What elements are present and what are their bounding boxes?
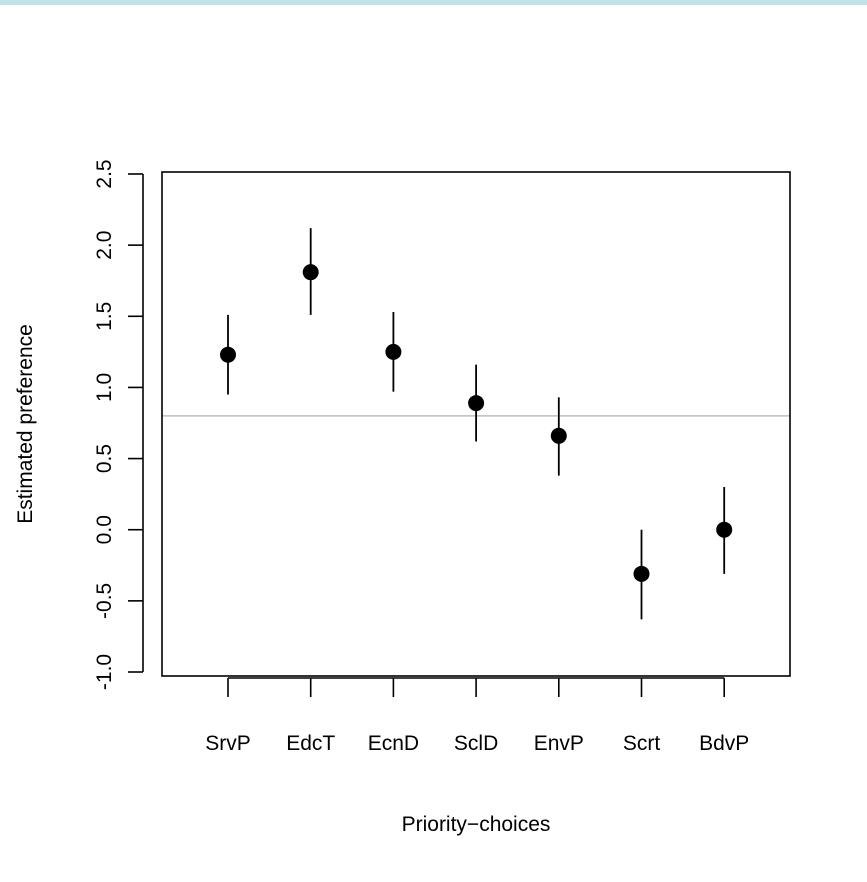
- data-point-SrvP: [220, 346, 236, 363]
- y-tick-label: 1.5: [93, 302, 116, 331]
- data-point-Scrt: [633, 565, 650, 582]
- top-accent-bar: [0, 0, 867, 5]
- chart-marks: [162, 228, 790, 620]
- data-point-EdcT: [302, 264, 319, 281]
- data-point-SclD: [468, 395, 485, 412]
- data-point-EcnD: [385, 343, 402, 360]
- y-tick-label: 0.0: [93, 515, 116, 544]
- x-tick-label: SrvP: [205, 732, 251, 755]
- y-tick-label: -1.0: [93, 654, 116, 690]
- y-axis: -1.0 -0.5 0.0 0.5 1.0 1.5 2.0 2.5: [93, 159, 144, 690]
- y-tick-label: 1.0: [93, 373, 116, 402]
- y-axis-title: Estimated preference: [14, 324, 37, 524]
- y-tick-label: 2.0: [93, 231, 116, 260]
- x-tick-label: EnvP: [534, 732, 584, 755]
- y-tick-label: -0.5: [93, 583, 116, 619]
- y-tick-label: 0.5: [93, 444, 116, 473]
- x-tick-label: BdvP: [699, 732, 749, 755]
- x-axis-title: Priority−choices: [402, 813, 551, 836]
- x-tick-label: SclD: [454, 732, 498, 755]
- x-axis: SrvP EdcT EcnD SclD EnvP Scrt BdvP: [205, 677, 749, 755]
- y-tick-label: 2.5: [93, 159, 116, 188]
- x-tick-label: EdcT: [286, 732, 335, 755]
- plot-frame: [161, 171, 791, 677]
- x-tick-label: EcnD: [368, 732, 419, 755]
- x-tick-label: Scrt: [623, 732, 661, 755]
- data-point-EnvP: [550, 427, 567, 444]
- data-point-BdvP: [716, 521, 733, 538]
